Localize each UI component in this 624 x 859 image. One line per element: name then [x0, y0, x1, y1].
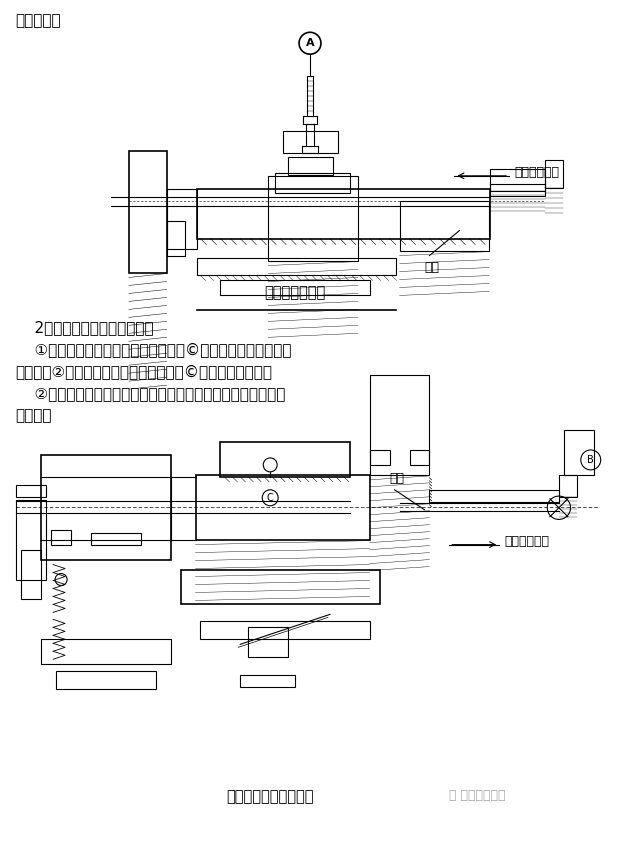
Bar: [220, 442, 350, 477]
Text: 刀轴运动方向: 刀轴运动方向: [514, 167, 559, 180]
Bar: [490, 184, 545, 196]
Bar: [56, 671, 156, 689]
Text: 2）上刨刀（含前下刨刀）。: 2）上刨刀（含前下刨刀）。: [16, 320, 154, 335]
Bar: [240, 675, 295, 687]
Text: 刀轴: 刀轴: [389, 472, 404, 484]
Bar: [559, 475, 577, 497]
Text: 刀轴: 刀轴: [424, 260, 439, 273]
Text: A: A: [306, 39, 314, 48]
Bar: [268, 176, 358, 260]
Bar: [180, 570, 379, 605]
Bar: [167, 221, 185, 256]
Bar: [248, 627, 288, 657]
Bar: [283, 131, 338, 153]
Text: ②当顺时针旋转时，刀轴运动方向如上刀轴剖视图所示，逆时: ②当顺时针旋转时，刀轴运动方向如上刀轴剖视图所示，逆时: [16, 387, 286, 401]
Bar: [399, 201, 489, 251]
Bar: [564, 430, 594, 475]
Text: 沙 木工刀具论坛: 沙 木工刀具论坛: [449, 789, 506, 801]
Bar: [41, 455, 170, 559]
Text: 开，再依②项说明调整。调整毕，再锁紧©，以防主轴松动。: 开，再依②项说明调整。调整毕，再锁紧©，以防主轴松动。: [16, 364, 272, 379]
Bar: [195, 475, 370, 539]
Text: 上（含下）刀轴剖视图: 上（含下）刀轴剖视图: [227, 789, 314, 804]
Bar: [200, 621, 370, 639]
Bar: [41, 639, 170, 664]
Bar: [16, 500, 46, 580]
Bar: [129, 151, 167, 272]
Text: 刀轴运动方向: 刀轴运动方向: [504, 535, 549, 548]
Text: 时针反之。: 时针反之。: [16, 14, 61, 28]
Bar: [21, 550, 41, 600]
Text: 针反之。: 针反之。: [16, 408, 52, 423]
Text: C: C: [267, 493, 273, 503]
Bar: [288, 157, 333, 175]
Bar: [91, 533, 141, 545]
Bar: [197, 258, 396, 276]
Bar: [545, 160, 563, 188]
Bar: [275, 173, 350, 192]
Bar: [370, 375, 429, 475]
Text: ①欲调整刀轴前后方向时，必先放松©处，使刀轴和套筒座分: ①欲调整刀轴前后方向时，必先放松©处，使刀轴和套筒座分: [16, 342, 292, 357]
Bar: [409, 450, 429, 465]
Bar: [16, 484, 46, 497]
Text: B: B: [587, 455, 594, 465]
Bar: [51, 530, 71, 545]
Bar: [370, 450, 389, 465]
Bar: [490, 169, 545, 191]
Text: 后下刀轴剖视图: 后下刀轴剖视图: [265, 285, 326, 301]
Bar: [429, 490, 559, 502]
Bar: [220, 281, 370, 295]
Bar: [197, 189, 490, 239]
Bar: [167, 189, 197, 248]
